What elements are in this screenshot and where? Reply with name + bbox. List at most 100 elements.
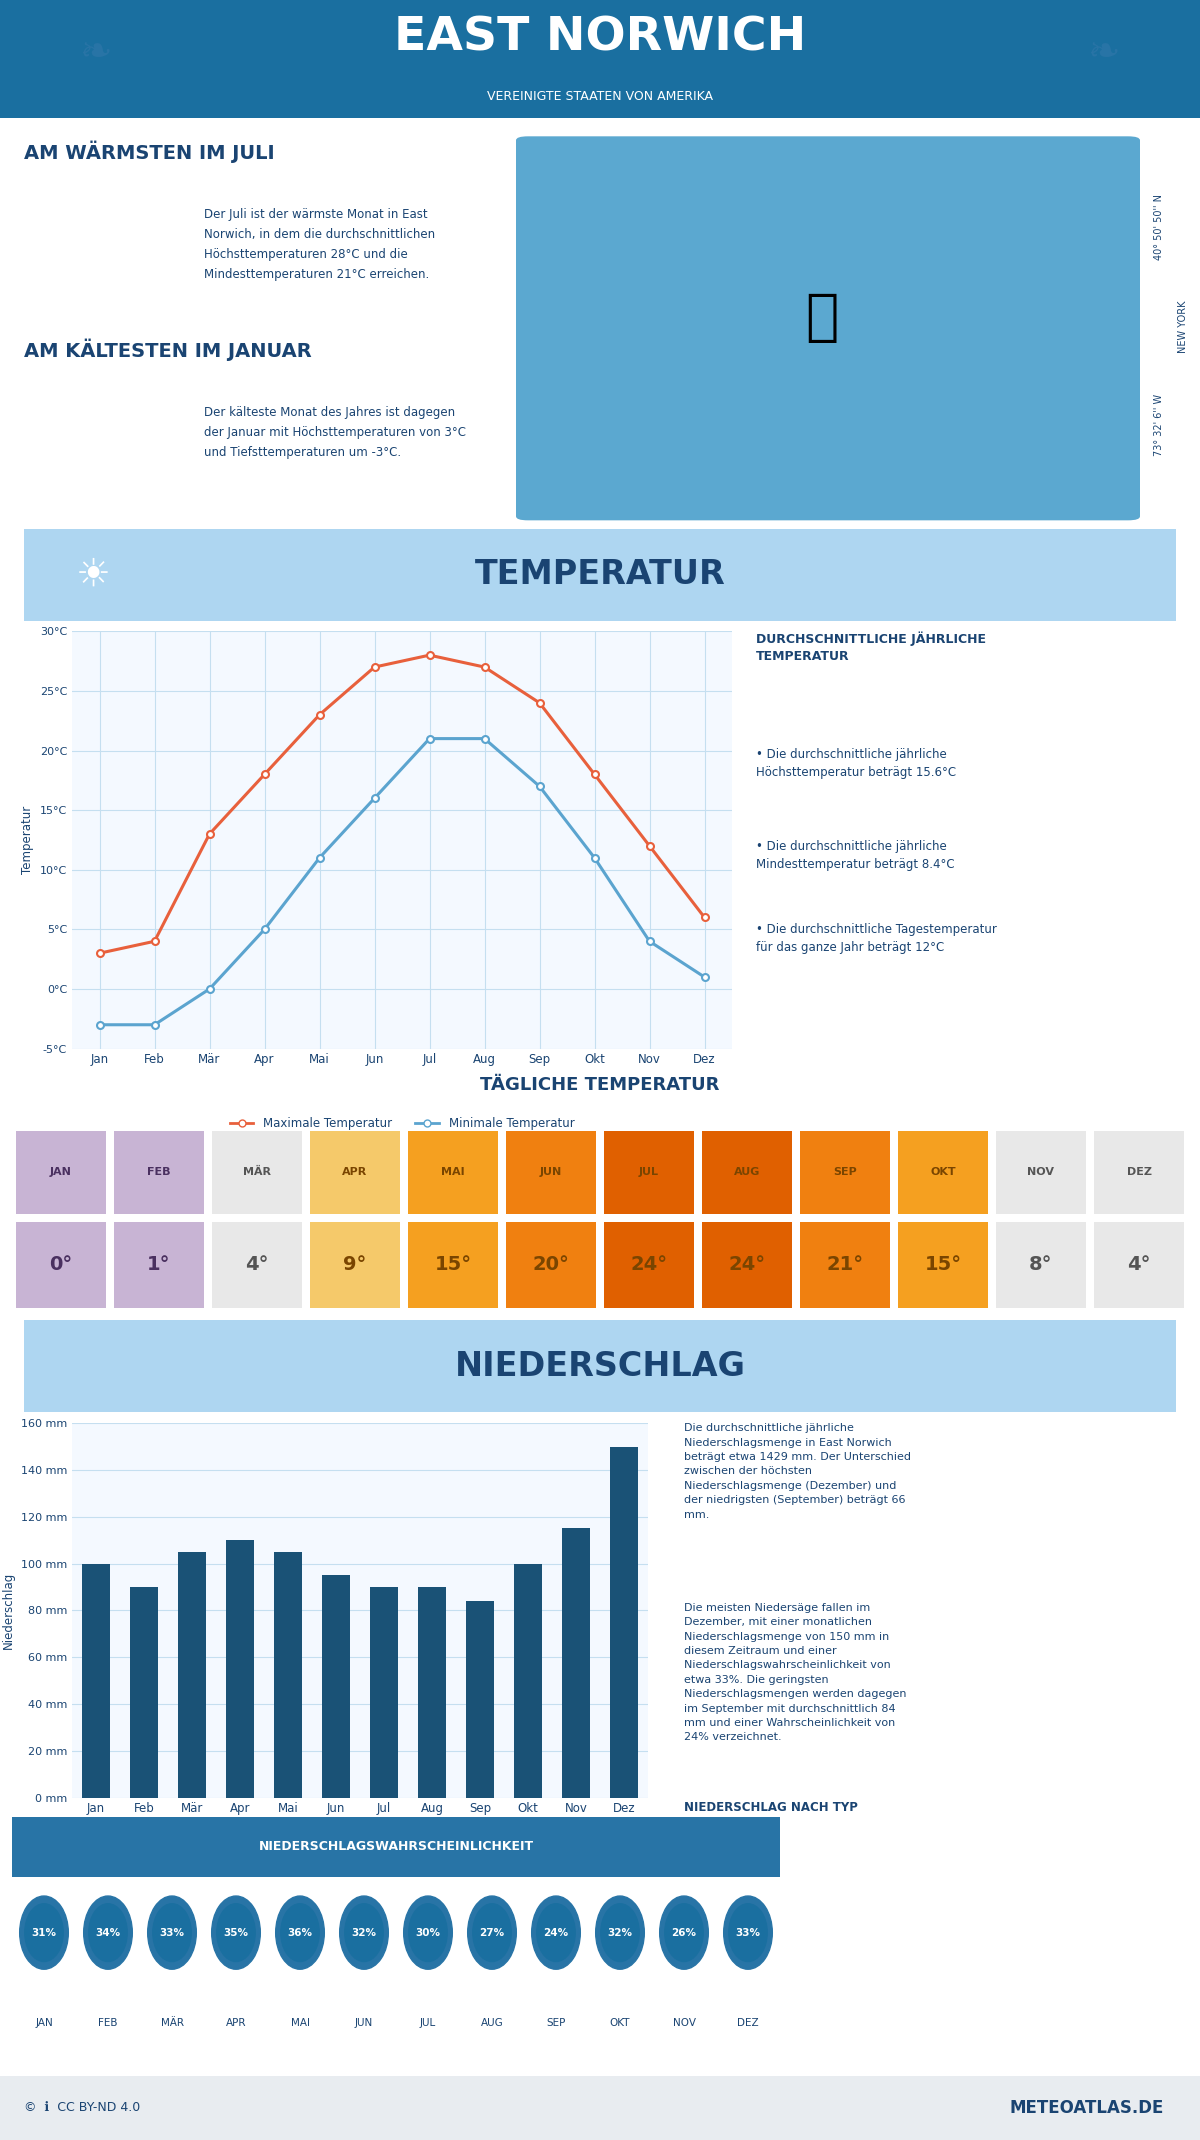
Bar [800,1222,890,1308]
Text: • Die durchschnittliche jährliche
Mindesttemperatur beträgt 8.4°C: • Die durchschnittliche jährliche Mindes… [756,839,955,871]
Bar [310,1132,400,1213]
Text: Der Juli ist der wärmste Monat in East
Norwich, in dem die durchschnittlichen
Hö: Der Juli ist der wärmste Monat in East N… [204,208,436,280]
Text: SEP: SEP [833,1166,857,1177]
Text: 4°: 4° [1127,1254,1151,1273]
Bar [310,1222,400,1308]
Circle shape [19,1896,68,1969]
Bar [16,1222,106,1308]
Text: 33%: 33% [160,1928,185,1937]
Text: TÄGLICHE TEMPERATUR: TÄGLICHE TEMPERATUR [480,1076,720,1094]
Text: • Regen: 91%: • Regen: 91% [684,1832,766,1845]
Text: 15°: 15° [434,1254,472,1273]
Text: NIEDERSCHLAG NACH TYP: NIEDERSCHLAG NACH TYP [684,1802,858,1815]
Bar [604,1222,694,1308]
Bar [408,1222,498,1308]
FancyBboxPatch shape [516,137,1140,520]
Bar [996,1222,1086,1308]
Text: • Die durchschnittliche jährliche
Höchsttemperatur beträgt 15.6°C: • Die durchschnittliche jährliche Höchst… [756,749,956,779]
Text: FEB: FEB [98,2018,118,2029]
Circle shape [89,1905,127,1962]
Circle shape [340,1896,389,1969]
Bar [506,1132,596,1213]
Bar [418,1588,446,1798]
Circle shape [665,1905,703,1962]
Circle shape [660,1896,708,1969]
Bar [114,1132,204,1213]
Circle shape [148,1896,197,1969]
Circle shape [536,1905,575,1962]
Text: 31%: 31% [31,1928,56,1937]
Bar [604,1132,694,1213]
Bar [610,1447,638,1798]
Bar [1094,1132,1184,1213]
Text: 32%: 32% [607,1928,632,1937]
Text: 24%: 24% [544,1928,569,1937]
Text: 35%: 35% [223,1928,248,1937]
Legend: Niederschlagssumme: Niederschlagssumme [275,1836,445,1860]
Text: SEP: SEP [546,2018,565,2029]
Text: AM WÄRMSTEN IM JULI: AM WÄRMSTEN IM JULI [24,141,275,163]
Circle shape [728,1905,767,1962]
Text: AM KÄLTESTEN IM JANUAR: AM KÄLTESTEN IM JANUAR [24,338,312,362]
Text: 🌍: 🌍 [805,291,839,345]
Circle shape [595,1896,644,1969]
Text: MÄR: MÄR [161,2018,184,2029]
Text: VEREINIGTE STAATEN VON AMERIKA: VEREINIGTE STAATEN VON AMERIKA [487,90,713,103]
Polygon shape [264,0,936,118]
Bar [82,1564,110,1798]
Text: 40° 50' 50'' N: 40° 50' 50'' N [1154,195,1164,261]
Text: JUN: JUN [355,2018,373,2029]
Text: MAI: MAI [290,2018,310,2029]
Text: FEB: FEB [148,1166,170,1177]
Text: 32%: 32% [352,1928,377,1937]
Text: 0°: 0° [49,1254,73,1273]
Legend: Maximale Temperatur, Minimale Temperatur: Maximale Temperatur, Minimale Temperatur [224,1113,580,1134]
Text: EAST NORWICH: EAST NORWICH [394,15,806,60]
Circle shape [211,1896,260,1969]
Text: ❧: ❧ [79,34,113,73]
Bar [506,1222,596,1308]
Circle shape [84,1896,132,1969]
Circle shape [152,1905,191,1962]
Text: • Die durchschnittliche Tagestemperatur
für das ganze Jahr beträgt 12°C: • Die durchschnittliche Tagestemperatur … [756,922,997,954]
Text: JUL: JUL [420,2018,436,2029]
Text: METEOATLAS.DE: METEOATLAS.DE [1009,2099,1164,2116]
Text: NOV: NOV [672,2018,696,2029]
Text: 24°: 24° [630,1254,667,1273]
Text: 15°: 15° [924,1254,961,1273]
Bar [322,1575,350,1798]
FancyBboxPatch shape [1,1318,1199,1415]
Text: 9°: 9° [343,1254,367,1273]
Text: MAI: MAI [442,1166,464,1177]
Text: Die meisten Niedersäge fallen im
Dezember, mit einer monatlichen
Niederschlagsme: Die meisten Niedersäge fallen im Dezembe… [684,1603,906,1742]
Text: JAN: JAN [35,2018,53,2029]
Text: ☀: ☀ [76,556,110,593]
Text: NOV: NOV [1027,1166,1055,1177]
Circle shape [468,1896,516,1969]
Circle shape [724,1896,773,1969]
Text: MÄR: MÄR [242,1166,271,1177]
Text: JUN: JUN [540,1166,562,1177]
Text: 1°: 1° [148,1254,170,1273]
Text: 21°: 21° [827,1254,864,1273]
Text: DEZ: DEZ [1127,1166,1152,1177]
Text: ❧: ❧ [1087,34,1121,73]
Bar [114,1222,204,1308]
Text: 33%: 33% [736,1928,761,1937]
Text: 36%: 36% [288,1928,312,1937]
Text: DURCHSCHNITTLICHE JÄHRLICHE
TEMPERATUR: DURCHSCHNITTLICHE JÄHRLICHE TEMPERATUR [756,631,986,663]
Text: 4°: 4° [245,1254,269,1273]
Text: OKT: OKT [610,2018,630,2029]
Circle shape [276,1896,324,1969]
Bar [178,1552,206,1798]
Circle shape [25,1905,64,1962]
Text: NIEDERSCHLAG: NIEDERSCHLAG [455,1350,745,1382]
Bar [702,1222,792,1308]
Bar [466,1601,494,1798]
Circle shape [281,1905,319,1962]
Y-axis label: Niederschlag: Niederschlag [2,1571,16,1650]
Text: Die durchschnittliche jährliche
Niederschlagsmenge in East Norwich
beträgt etwa : Die durchschnittliche jährliche Niedersc… [684,1423,911,1519]
Bar [1094,1222,1184,1308]
Text: 30%: 30% [415,1928,440,1937]
Text: JUL: JUL [640,1166,659,1177]
